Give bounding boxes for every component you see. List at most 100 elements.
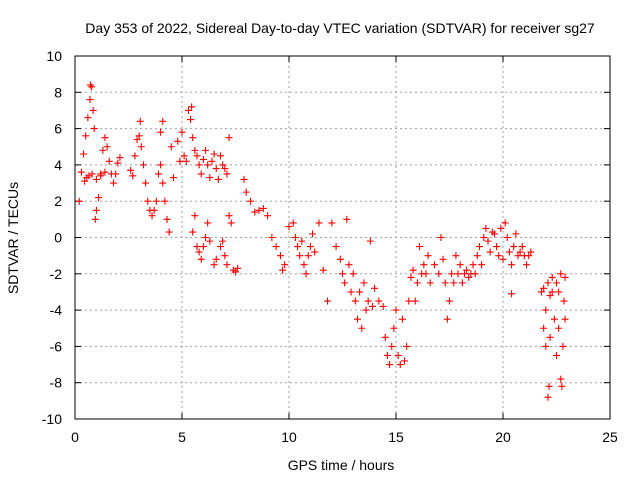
data-point [553,279,560,287]
data-point [505,248,513,256]
data-point [490,230,498,238]
data-point [356,288,364,296]
data-point [101,168,109,176]
data-point [131,152,139,160]
data-point [473,252,481,260]
data-point [180,152,188,160]
data-point [514,252,522,260]
data-point [189,134,197,142]
data-point [221,252,229,260]
data-points [75,81,569,401]
data-point [315,219,323,227]
data-point [272,243,280,251]
y-tick-label: -2 [50,266,63,282]
data-point [195,248,203,256]
data-point [127,166,135,174]
data-point [195,161,203,169]
data-point [463,266,471,274]
data-point [206,174,214,182]
data-point [555,288,563,296]
data-point [90,125,98,133]
data-point [527,248,535,256]
data-point [212,255,220,263]
data-point [480,234,488,241]
data-point [221,165,229,173]
data-point [484,237,492,245]
data-point [381,333,389,341]
x-axis-label: GPS time / hours [288,457,395,473]
data-point [91,215,99,223]
data-point [450,279,458,287]
x-tick-label: 25 [602,429,618,445]
data-point [510,243,518,251]
data-point [441,279,449,287]
data-point [544,279,552,287]
data-point [232,268,239,276]
data-point [538,288,546,296]
data-point [553,351,560,359]
data-point [281,261,289,269]
data-point [383,351,391,359]
data-point [398,315,406,323]
data-point [311,248,319,256]
data-point [99,146,107,154]
data-point [161,197,169,205]
data-point [112,170,120,178]
data-point [478,261,486,269]
y-axis-tick-labels: -10 -8 -6 -4 -2 0 2 4 6 8 10 [42,48,62,427]
data-point [223,170,231,178]
data-point [426,279,434,287]
data-point [558,382,566,390]
data-point [150,206,158,214]
y-axis-label: SDTVAR / TECUs [5,182,21,294]
data-point [137,143,145,151]
data-point [208,157,216,165]
y-tick-label: -8 [50,375,63,391]
data-point [368,302,376,310]
y-tick-label: -10 [42,411,62,427]
y-tick-label: -6 [50,338,63,354]
x-tick-label: 15 [388,429,404,445]
data-point [508,261,516,269]
data-point [557,375,565,383]
data-point [296,252,304,260]
data-point [452,252,460,260]
data-point [475,243,483,251]
data-point [341,279,349,287]
x-tick-label: 0 [71,429,79,445]
y-tick-label: 8 [54,84,62,100]
data-point [557,270,565,278]
data-point [298,237,306,245]
data-point [544,393,552,401]
data-point [546,292,554,300]
data-point [176,157,184,165]
data-point [302,270,310,278]
data-point [458,279,466,287]
data-point [197,255,205,263]
data-point [437,234,445,241]
data-point [159,117,167,125]
data-point [555,324,563,332]
data-point [482,224,490,232]
data-point [167,143,175,151]
data-point [546,333,554,341]
data-point [388,342,396,350]
data-point [561,273,569,281]
data-point [116,154,124,162]
data-point [84,114,92,122]
data-point [379,302,387,310]
data-point [255,206,263,214]
data-point [197,170,205,178]
data-point [375,297,383,305]
y-tick-label: 6 [54,121,62,137]
data-point [114,159,122,167]
data-point [103,143,111,151]
data-point [343,215,351,223]
data-point [336,255,344,263]
data-point [416,243,424,251]
data-point [206,237,214,245]
data-point [347,288,355,296]
data-point [219,237,227,245]
data-point [516,248,524,256]
